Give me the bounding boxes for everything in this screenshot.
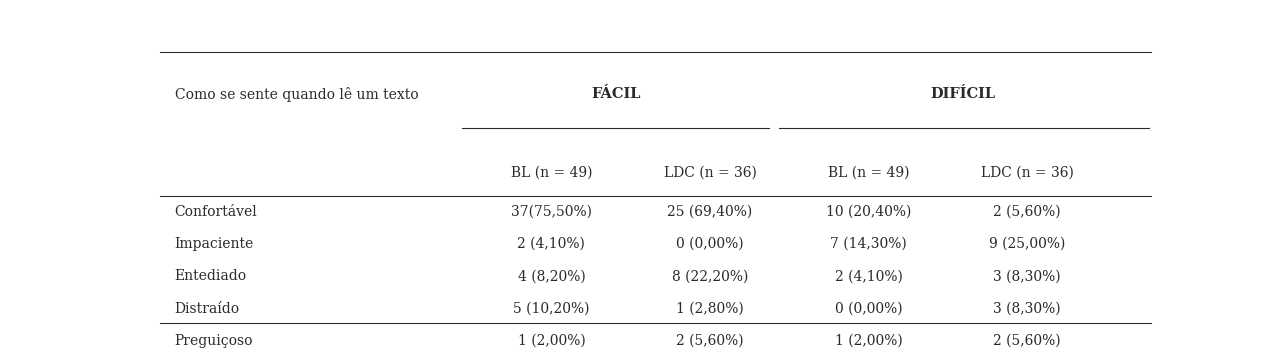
Text: Preguiçoso: Preguiçoso (175, 334, 253, 348)
Text: 2 (4,10%): 2 (4,10%) (835, 269, 903, 283)
Text: BL (n = 49): BL (n = 49) (828, 166, 909, 179)
Text: 1 (2,80%): 1 (2,80%) (677, 301, 744, 316)
Text: 0 (0,00%): 0 (0,00%) (835, 301, 903, 316)
Text: 2 (5,60%): 2 (5,60%) (994, 205, 1062, 219)
Text: 2 (5,60%): 2 (5,60%) (994, 334, 1062, 348)
Text: 3 (8,30%): 3 (8,30%) (994, 301, 1062, 316)
Text: 10 (20,40%): 10 (20,40%) (826, 205, 912, 219)
Text: 3 (8,30%): 3 (8,30%) (994, 269, 1062, 283)
Text: LDC (n = 36): LDC (n = 36) (664, 166, 756, 179)
Text: Confortável: Confortável (175, 205, 257, 219)
Text: 37(75,50%): 37(75,50%) (510, 205, 592, 219)
Text: 4 (8,20%): 4 (8,20%) (518, 269, 586, 283)
Text: 7 (14,30%): 7 (14,30%) (830, 237, 907, 251)
Text: BL (n = 49): BL (n = 49) (510, 166, 592, 179)
Text: DIFÍCIL: DIFÍCIL (930, 87, 995, 101)
Text: 1 (2,00%): 1 (2,00%) (518, 334, 586, 348)
Text: LDC (n = 36): LDC (n = 36) (981, 166, 1073, 179)
Text: FÁCIL: FÁCIL (591, 87, 641, 101)
Text: Entediado: Entediado (175, 269, 247, 283)
Text: 2 (5,60%): 2 (5,60%) (677, 334, 744, 348)
Text: 1 (2,00%): 1 (2,00%) (835, 334, 903, 348)
Text: Como se sente quando lê um texto: Como se sente quando lê um texto (175, 87, 418, 102)
Text: Distraído: Distraído (175, 301, 240, 316)
Text: 8 (22,20%): 8 (22,20%) (671, 269, 748, 283)
Text: 2 (4,10%): 2 (4,10%) (518, 237, 586, 251)
Text: Impaciente: Impaciente (175, 237, 255, 251)
Text: 9 (25,00%): 9 (25,00%) (989, 237, 1065, 251)
Text: 25 (69,40%): 25 (69,40%) (668, 205, 752, 219)
Text: 5 (10,20%): 5 (10,20%) (513, 301, 590, 316)
Text: 0 (0,00%): 0 (0,00%) (677, 237, 744, 251)
